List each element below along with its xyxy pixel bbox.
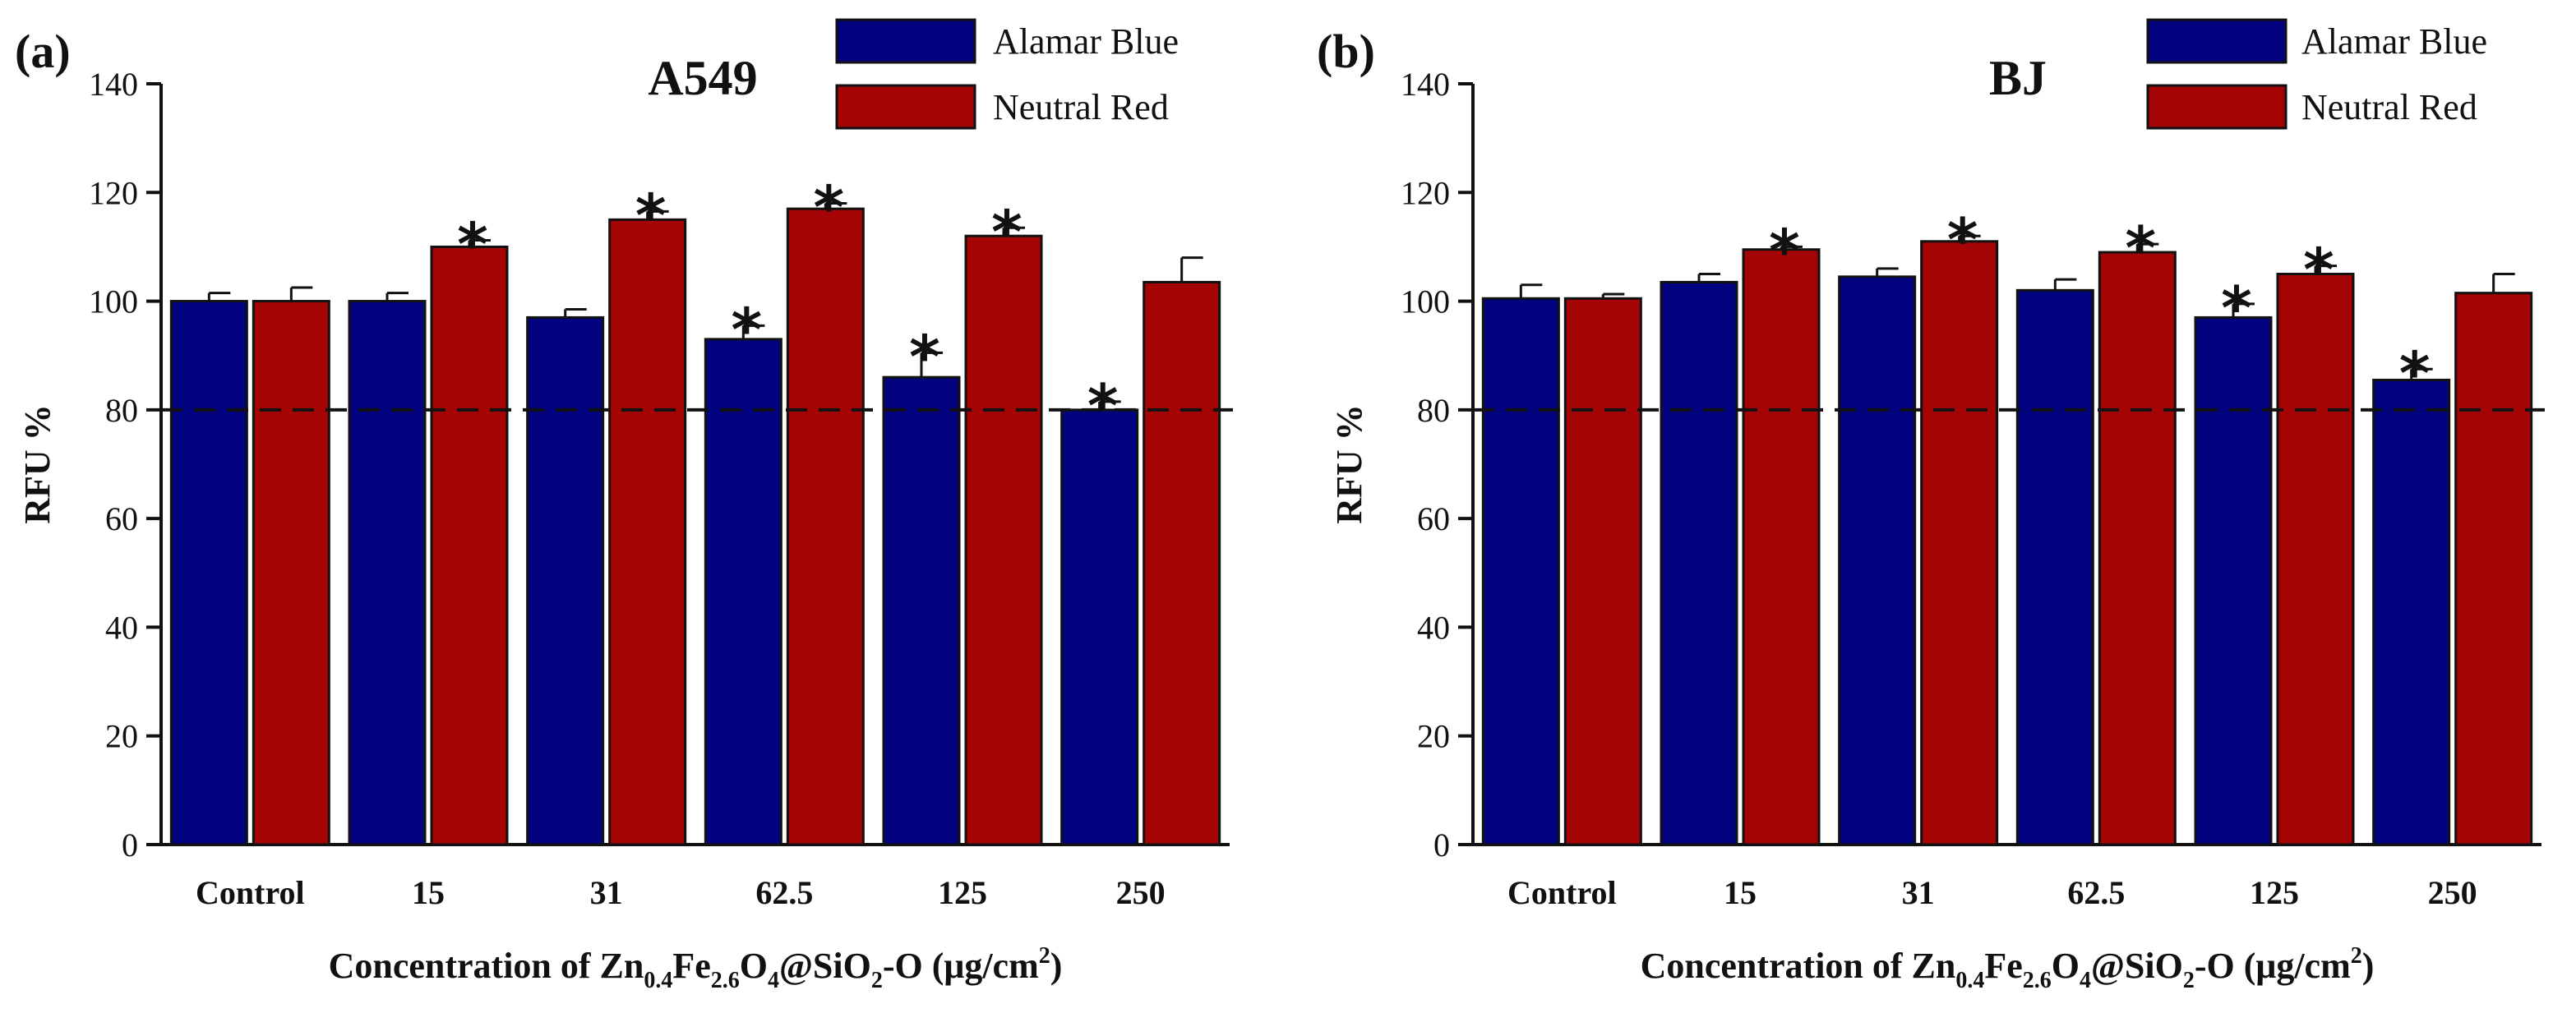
y-tick-label: 140 xyxy=(1401,66,1450,103)
bar xyxy=(2098,251,2177,846)
x-tick-label: 31 xyxy=(590,874,623,911)
bar xyxy=(1143,280,1221,846)
bar xyxy=(1481,297,1560,846)
x-tick-label: 125 xyxy=(2250,874,2299,911)
y-tick-label: 80 xyxy=(105,392,138,429)
legend-swatch xyxy=(835,84,976,130)
bar xyxy=(2015,288,2094,846)
x-tick-label: 31 xyxy=(1902,874,1935,911)
chart-title: A549 xyxy=(648,51,757,105)
x-tick-label: 62.5 xyxy=(755,874,813,911)
bar xyxy=(2194,315,2273,846)
x-tick-label: 15 xyxy=(412,874,445,911)
x-tick-label: 125 xyxy=(938,874,987,911)
bar xyxy=(348,300,427,846)
bar xyxy=(786,207,865,846)
significance-marker: * xyxy=(814,173,845,242)
significance-marker: * xyxy=(2303,236,2334,305)
y-tick-label: 20 xyxy=(1417,718,1450,755)
x-axis-label: Concentration of Zn0.4Fe2.6O4@SiO2-O (μg… xyxy=(329,943,1063,993)
significance-marker: * xyxy=(2126,214,2157,283)
panel-letter: (a) xyxy=(15,25,71,78)
bar xyxy=(1563,297,1642,846)
bar xyxy=(704,338,782,846)
bar xyxy=(2276,273,2355,846)
bar xyxy=(608,218,687,846)
y-tick-label: 100 xyxy=(1401,283,1450,320)
y-tick-label: 20 xyxy=(105,718,138,755)
significance-marker: * xyxy=(2221,274,2252,343)
bar xyxy=(964,234,1043,846)
chart-panel-b: (b) BJ 0 20 40 60 80 100 120 140 RFU % Control * 15 * 3… xyxy=(1317,18,2545,993)
x-tick-label: 62.5 xyxy=(2067,874,2125,911)
y-tick-label: 120 xyxy=(1401,174,1450,211)
legend-swatch xyxy=(2146,84,2287,130)
bar xyxy=(252,300,330,846)
significance-marker: * xyxy=(909,322,940,391)
bar xyxy=(1838,275,1917,846)
y-tick-label: 60 xyxy=(1417,500,1450,537)
significance-marker: * xyxy=(991,197,1023,266)
x-tick-label: 250 xyxy=(2428,874,2477,911)
bar xyxy=(526,315,605,846)
bar xyxy=(882,375,961,846)
y-tick-label: 0 xyxy=(1433,827,1450,863)
bar xyxy=(1742,248,1821,846)
bar xyxy=(430,245,509,846)
y-tick-label: 40 xyxy=(105,609,138,646)
legend-swatch xyxy=(2146,18,2287,64)
significance-marker: * xyxy=(1947,205,1978,274)
panel-letter: (b) xyxy=(1317,25,1375,78)
legend-label: Alamar Blue xyxy=(2301,21,2487,62)
y-axis-label: RFU % xyxy=(1329,404,1369,523)
y-tick-label: 40 xyxy=(1417,609,1450,646)
bar xyxy=(2372,378,2451,846)
chart-panel-a: (a) A549 0 20 40 60 80 100 120 140 RFU % Control * 15… xyxy=(15,18,1233,993)
x-tick-label: 250 xyxy=(1116,874,1166,911)
y-tick-label: 0 xyxy=(122,827,138,863)
legend-label: Neutral Red xyxy=(993,87,1169,127)
bar xyxy=(1920,240,1999,846)
bar xyxy=(1060,408,1139,846)
significance-marker: * xyxy=(2399,338,2431,408)
y-tick-label: 140 xyxy=(89,66,138,103)
significance-marker: * xyxy=(1087,371,1119,440)
bar xyxy=(169,300,248,846)
x-axis-label: Concentration of Zn0.4Fe2.6O4@SiO2-O (μg… xyxy=(1641,943,2375,993)
significance-marker: * xyxy=(635,181,667,250)
bar xyxy=(2454,292,2533,846)
chart-title: BJ xyxy=(1989,51,2047,105)
y-tick-label: 100 xyxy=(89,283,138,320)
legend-label: Neutral Red xyxy=(2301,87,2477,127)
x-tick-label: Control xyxy=(196,874,305,911)
significance-marker: * xyxy=(732,295,763,364)
y-tick-label: 120 xyxy=(89,174,138,211)
x-tick-label: 15 xyxy=(1724,874,1757,911)
bar xyxy=(1660,280,1738,846)
y-tick-label: 60 xyxy=(105,500,138,537)
y-axis-label: RFU % xyxy=(17,404,58,523)
significance-marker: * xyxy=(1769,216,1800,285)
legend-swatch xyxy=(835,18,976,64)
x-tick-label: Control xyxy=(1507,874,1617,911)
legend-label: Alamar Blue xyxy=(993,21,1179,62)
significance-marker: * xyxy=(457,210,488,279)
y-tick-label: 80 xyxy=(1417,392,1450,429)
